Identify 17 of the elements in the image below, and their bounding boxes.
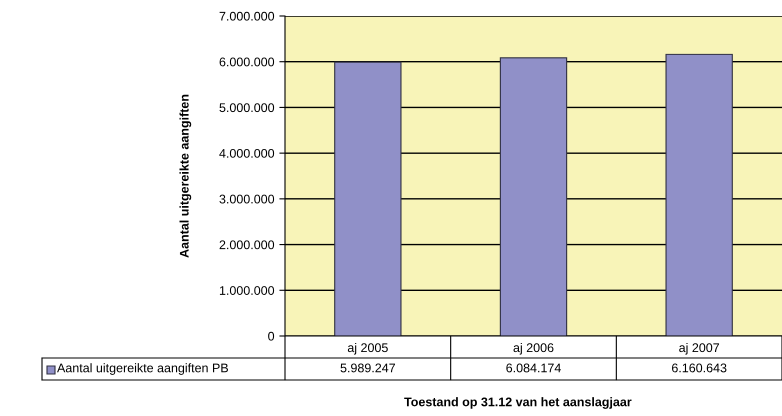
y-tick-label: 6.000.000	[220, 58, 274, 66]
y-tick-label: 5.000.000	[219, 103, 274, 112]
y-tick-label: 3.000.000	[219, 194, 274, 204]
y-axis-title: Aantal uitgereikte aangiften	[179, 94, 192, 258]
data-label: 5.989.247	[340, 364, 396, 372]
legend-label: Aantal uitgereikte aangiften PB	[57, 363, 228, 375]
data-label: 6.160.643	[672, 364, 726, 372]
y-tick-label: 0	[268, 332, 274, 341]
y-tick-label: 7.000.000	[220, 12, 274, 21]
x-axis-title: Toestand op 31.12 van het aanslagjaar	[404, 397, 632, 409]
data-label: 6.084.174	[506, 364, 561, 372]
x-tick-label: aj 2007	[679, 342, 720, 355]
x-tick-label: aj 2006	[514, 342, 554, 355]
y-tick-label: 1.000.000	[220, 286, 274, 295]
x-tick-label: aj 2005	[348, 342, 388, 355]
y-tick-label: 4.000.000	[219, 148, 274, 158]
y-tick-label: 2.000.000	[220, 240, 274, 250]
